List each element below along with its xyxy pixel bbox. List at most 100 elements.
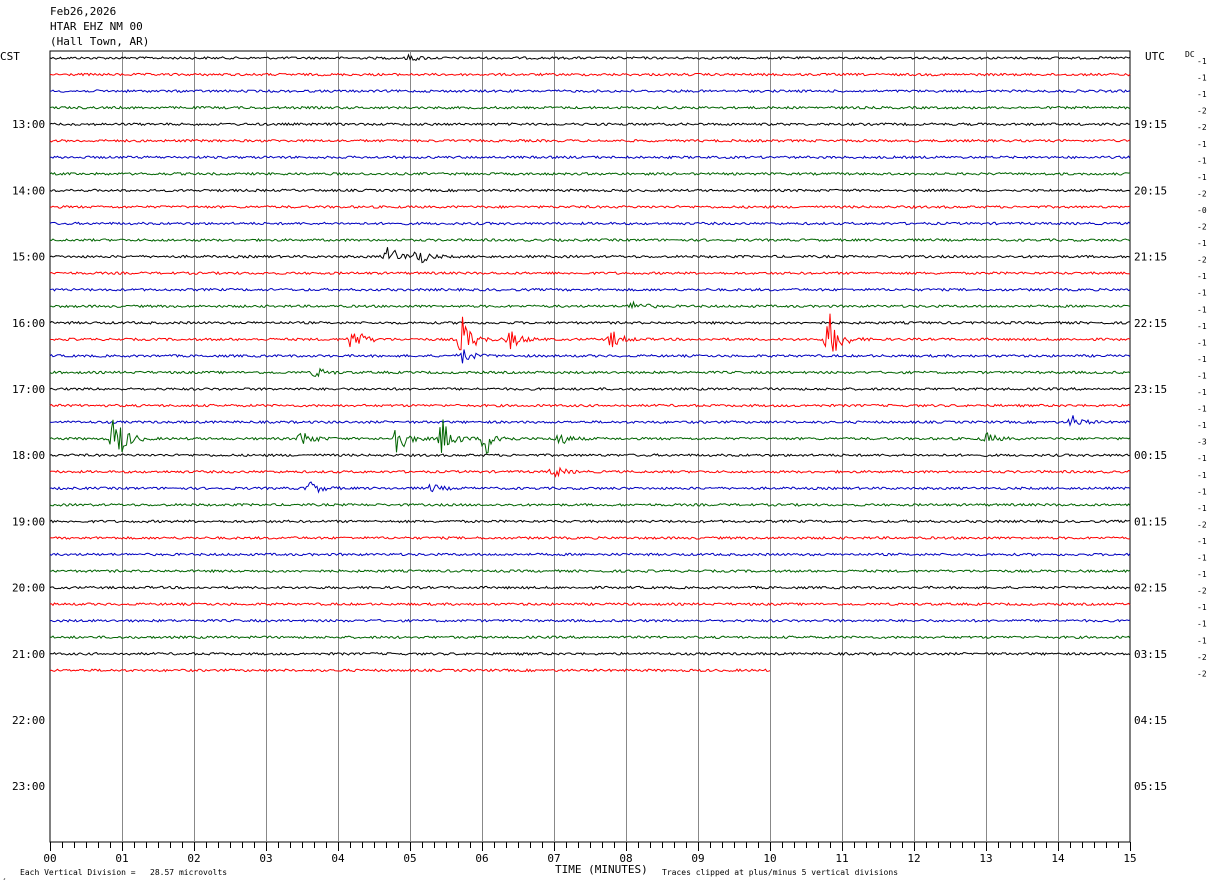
dc-offset-value: -1 (1197, 487, 1207, 496)
dc-offset-value: -2 (1197, 669, 1207, 678)
dc-offset-value: -2 (1197, 587, 1207, 596)
dc-offset-value: -1 (1197, 454, 1207, 463)
left-hour-label: 15:00 (12, 251, 45, 264)
seismic-trace (49, 300, 1131, 310)
dc-offset-value: -3 (1197, 438, 1207, 447)
corner-mark: ¸ (2, 871, 7, 880)
dc-offset-value: -1 (1197, 603, 1207, 612)
right-timezone-label: UTC (1145, 50, 1165, 63)
seismic-trace (49, 519, 1131, 524)
dc-offset-value: -1 (1197, 239, 1207, 248)
dc-offset-value: -1 (1197, 537, 1207, 546)
dc-offset-value: -1 (1197, 289, 1207, 298)
seismic-trace (49, 466, 1131, 478)
seismic-trace (49, 287, 1131, 292)
seismic-trace (49, 635, 1131, 640)
x-tick-label: 07 (547, 852, 560, 865)
right-hour-label: 01:15 (1134, 515, 1167, 528)
dc-offset-value: -0 (1197, 206, 1207, 215)
dc-offset-value: -1 (1197, 355, 1207, 364)
seismic-trace (49, 105, 1131, 110)
dc-offset-value: -1 (1197, 156, 1207, 165)
dc-offset-value: -1 (1197, 388, 1207, 397)
dc-offset-value: -2 (1197, 653, 1207, 662)
left-hour-label: 16:00 (12, 317, 45, 330)
seismic-trace (49, 171, 1131, 176)
dc-offset-value: -1 (1197, 405, 1207, 414)
minute-gridlines (122, 51, 1059, 842)
dc-offset-column: -1 -1 -1 -2 -2 -1 -1 -1 -2 -0 -2 -1 -2 -1 -1 -1 -1 -1 -1 -1… (1197, 57, 1207, 678)
clipping-note: Traces clipped at plus/minus 5 vertical … (662, 868, 899, 877)
dc-offset-value: -1 (1197, 570, 1207, 579)
plot-date: Feb26,2026 (50, 5, 117, 18)
seismic-trace (49, 585, 1131, 590)
dc-offset-value: -1 (1197, 74, 1207, 83)
seismic-trace (49, 204, 1131, 209)
x-axis: 00 01 02 03 04 05 06 07 08 09 10 11 12 13 14 15 (43, 842, 1137, 865)
right-hour-label: 19:15 (1134, 118, 1167, 131)
dc-offset-value: -1 (1197, 471, 1207, 480)
x-tick-label: 03 (259, 852, 272, 865)
seismic-trace (49, 502, 1131, 507)
left-hour-label: 13:00 (12, 118, 45, 131)
x-tick-label: 01 (115, 852, 128, 865)
right-hour-label: 03:15 (1134, 648, 1167, 661)
seismic-trace (49, 53, 1131, 62)
left-hour-label: 18:00 (12, 449, 45, 462)
right-hour-label: 21:15 (1134, 251, 1167, 264)
vertical-division-note: Each Vertical Division = 28.57 microvolt… (20, 868, 228, 877)
x-tick-label: 09 (691, 852, 704, 865)
seismic-trace (50, 568, 1131, 574)
dc-offset-value: -1 (1197, 504, 1207, 513)
seismic-trace (49, 481, 1131, 494)
left-hour-label: 21:00 (12, 648, 45, 661)
x-tick-label: 05 (403, 852, 416, 865)
dc-offset-value: -1 (1197, 173, 1207, 182)
seismic-trace (49, 535, 1131, 540)
dc-offset-value: -1 (1197, 338, 1207, 347)
plot-frame (49, 50, 1131, 843)
dc-offset-value: -1 (1197, 140, 1207, 149)
x-tick-label: 15 (1123, 852, 1136, 865)
seismic-trace (49, 320, 1131, 325)
x-tick-label: 02 (187, 852, 200, 865)
right-hour-label: 23:15 (1134, 383, 1167, 396)
left-hour-label: 17:00 (12, 383, 45, 396)
dc-offset-value: -1 (1197, 90, 1207, 99)
dc-offset-value: -1 (1197, 421, 1207, 430)
dc-offset-value: -2 (1197, 107, 1207, 116)
dc-offset-header: DC (1185, 50, 1195, 59)
x-axis-title: TIME (MINUTES) (555, 863, 648, 876)
seismic-traces (49, 53, 1131, 673)
left-hour-label: 22:00 (12, 714, 45, 727)
dc-offset-value: -1 (1197, 272, 1207, 281)
seismic-trace (49, 387, 1131, 391)
seismic-trace (49, 155, 1131, 160)
x-tick-label: 04 (331, 852, 345, 865)
right-hour-label: 02:15 (1134, 582, 1167, 595)
dc-offset-value: -2 (1197, 223, 1207, 232)
left-timezone-label: CST (0, 50, 20, 63)
x-tick-label: 13 (979, 852, 992, 865)
x-tick-label: 11 (835, 852, 848, 865)
seismic-trace (49, 221, 1131, 226)
right-hour-label: 05:15 (1134, 780, 1167, 793)
dc-offset-value: -1 (1197, 371, 1207, 380)
dc-offset-value: -1 (1197, 620, 1207, 629)
right-hour-label: 00:15 (1134, 449, 1167, 462)
seismic-trace (49, 618, 1131, 623)
left-hour-label: 19:00 (12, 515, 45, 528)
seismic-trace (49, 89, 1131, 94)
seismic-trace (49, 237, 1131, 243)
seismic-trace (49, 419, 1131, 454)
seismic-trace (49, 668, 771, 673)
dc-offset-value: -1 (1197, 305, 1207, 314)
dc-offset-value: -1 (1197, 57, 1207, 66)
seismic-trace (49, 247, 1131, 264)
seismic-trace (49, 367, 1131, 378)
x-tick-label: 14 (1051, 852, 1065, 865)
dc-offset-value: -2 (1197, 189, 1207, 198)
x-tick-label: 06 (475, 852, 488, 865)
station-code: HTAR EHZ NM 00 (50, 20, 143, 33)
seismic-trace (49, 651, 1131, 656)
